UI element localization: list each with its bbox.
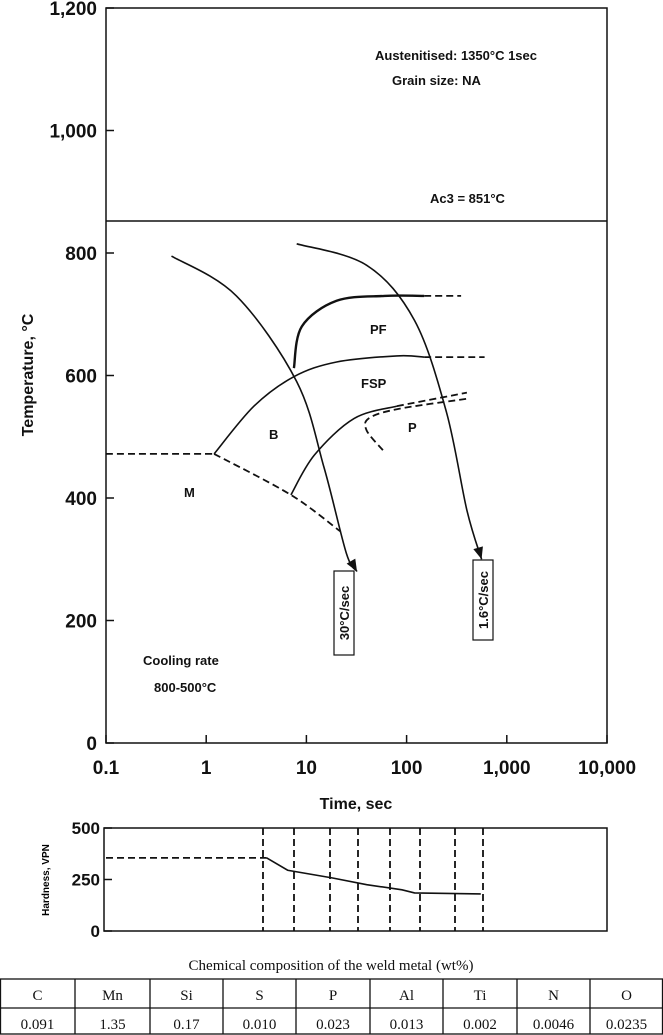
composition-table: C 0.091 Mn 1.35 Si 0.17 S 0.010 P 0.023 Al 0.013 Ti 0…: [0, 978, 663, 1035]
hardness-tick-label: 0: [91, 922, 100, 941]
table-title: Chemical composition of the weld metal (…: [189, 958, 474, 974]
table-header-cell: C: [32, 988, 42, 1004]
region-label-p: P: [408, 420, 417, 435]
cooling-range-label: 800-500°C: [154, 680, 217, 695]
x-tick-label: 1,000: [483, 758, 531, 779]
transformation-curves: [106, 243, 485, 572]
table-value-cell: 0.010: [243, 1017, 277, 1033]
table-value-cell: 0.17: [173, 1017, 200, 1033]
transformation-line-p-start-ext: [396, 391, 468, 407]
hardness-curve: [106, 856, 481, 895]
transformation-line-p-start: [290, 405, 398, 496]
table-value-cell: 0.0046: [533, 1017, 575, 1033]
region-label-b: B: [269, 427, 278, 442]
hardness-plot-frame: [103, 827, 608, 932]
svg-text:30°C/sec: 30°C/sec: [337, 586, 352, 640]
table-header-cell: Si: [180, 988, 193, 1004]
transformation-line-b-start: [213, 354, 425, 455]
x-tick-label: 1: [201, 758, 212, 779]
table-value-cell: 0.023: [316, 1017, 350, 1033]
hardness-y-ticks: 0 250 500: [72, 819, 112, 941]
table-value-cell: 0.091: [21, 1017, 55, 1033]
y-tick-label: 400: [65, 489, 97, 510]
x-axis-title: Time, sec: [320, 796, 393, 813]
ac3-label: Ac3 = 851°C: [430, 191, 506, 206]
main-plot-frame: [105, 7, 608, 744]
y-tick-label: 1,000: [49, 122, 97, 143]
grain-size-label: Grain size: NA: [392, 73, 481, 88]
hardness-tick-label: 500: [72, 819, 100, 838]
table-header-cell: Al: [399, 988, 414, 1004]
table-header-cell: P: [329, 988, 337, 1004]
table-value-cell: 0.0235: [606, 1017, 647, 1033]
y-axis-ticks: 0 200 400 600 800 1,000 1,200: [49, 0, 114, 755]
hardness-dashed-verticals: [262, 828, 484, 931]
x-axis-ticks: 0.1 1 10 100 1,000 10,000: [93, 735, 636, 779]
y-tick-label: 800: [65, 244, 97, 265]
x-tick-label: 10,000: [578, 758, 636, 779]
cooling-curve-1: [171, 255, 358, 572]
x-tick-label: 100: [391, 758, 423, 779]
cooling-rate-label: Cooling rate: [143, 653, 219, 668]
table-header-cell: Ti: [474, 988, 487, 1004]
transformation-line-pf-start: [292, 294, 425, 369]
table-header-cell: S: [255, 988, 263, 1004]
svg-text:1.6°C/sec: 1.6°C/sec: [476, 571, 491, 629]
cooling-curve-2: [296, 243, 483, 560]
region-label-m: M: [184, 485, 195, 500]
transformation-line-m-boundary: [213, 453, 342, 533]
y-tick-label: 1,200: [49, 0, 97, 20]
y-tick-label: 600: [65, 367, 97, 388]
region-label-fsp: FSP: [361, 376, 387, 391]
y-tick-label: 0: [86, 734, 97, 755]
transformation-line-p-finish: [364, 397, 468, 451]
table-value-cell: 1.35: [99, 1017, 125, 1033]
table-value-cell: 0.013: [390, 1017, 424, 1033]
table-header-cell: N: [548, 988, 559, 1004]
table-value-cell: 0.002: [463, 1017, 497, 1033]
table-header-cell: O: [621, 988, 632, 1004]
cooling-curve-arrowhead: [473, 546, 483, 560]
hardness-trend-line: [266, 857, 481, 895]
x-tick-label: 10: [296, 758, 317, 779]
table-header-cell: Mn: [102, 988, 123, 1004]
hardness-axis-title: Hardness, VPN: [41, 844, 52, 916]
y-axis-title: Temperature, °C: [20, 313, 37, 436]
cooling-rate-label-30: 30°C/sec: [333, 570, 355, 656]
cooling-rate-label-1-6: 1.6°C/sec: [472, 559, 494, 641]
cooling-curve-arrowhead: [346, 558, 358, 572]
region-label-pf: PF: [370, 322, 387, 337]
x-tick-label: 0.1: [93, 758, 120, 779]
hardness-tick-label: 250: [72, 871, 100, 890]
y-tick-label: 200: [65, 612, 97, 633]
austenitised-label: Austenitised: 1350°C 1sec: [375, 48, 537, 63]
